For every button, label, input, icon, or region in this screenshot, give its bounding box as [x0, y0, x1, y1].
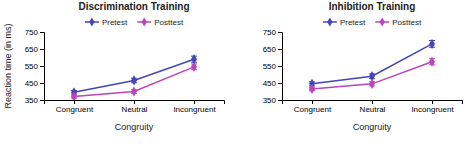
legend-label: Posttest	[154, 18, 184, 27]
legend-marker	[89, 17, 94, 26]
tick-mark	[312, 100, 313, 104]
title: Discrimination Training	[78, 1, 189, 12]
tick-label: 750	[25, 28, 39, 37]
tick-label: Neutral	[122, 105, 148, 114]
y-axis-title: Reaction time (in ms)	[3, 23, 13, 108]
tick-label: 350	[263, 96, 277, 105]
tick-label: 650	[25, 45, 39, 54]
plot-area	[71, 54, 197, 100]
axis-line	[40, 33, 45, 101]
title: Inhibition Training	[329, 1, 416, 12]
line	[74, 67, 194, 97]
point	[429, 57, 435, 67]
tick-mark	[40, 49, 44, 50]
series	[71, 62, 197, 100]
point	[131, 86, 137, 96]
tick-mark	[278, 100, 282, 101]
tick-mark	[278, 66, 282, 67]
legend-item: Posttest	[375, 17, 422, 26]
tick: Neutral	[360, 100, 386, 114]
y-axis: 350 450 550 650 750	[263, 28, 283, 105]
tick: Incongruent	[411, 100, 454, 114]
tick-mark	[40, 32, 44, 33]
tick: 550	[25, 62, 44, 71]
x-axis: Congruent Neutral Incongruent	[45, 100, 225, 114]
legend-label: Pretest	[102, 18, 128, 27]
point	[369, 79, 375, 89]
tick-mark	[40, 83, 44, 84]
x-axis-title: Congruity	[353, 122, 392, 132]
legend-item: Pretest	[323, 17, 366, 26]
point	[131, 75, 137, 85]
tick-label: 550	[263, 62, 277, 71]
legend-marker	[327, 17, 332, 26]
tick-mark	[432, 100, 433, 104]
x-axis-title: Congruity	[115, 122, 154, 132]
point	[309, 84, 315, 94]
tick: Incongruent	[173, 100, 216, 114]
point	[71, 92, 77, 100]
tick-mark	[278, 32, 282, 33]
series	[309, 57, 435, 94]
tick-label: 650	[263, 45, 277, 54]
line	[312, 44, 432, 84]
point	[191, 62, 197, 72]
legend-marker	[380, 17, 385, 26]
axis-line	[283, 101, 463, 105]
legend: Pretest Posttest	[85, 17, 184, 26]
tick: 450	[263, 79, 282, 88]
tick-mark	[134, 100, 135, 104]
legend-label: Pretest	[340, 18, 366, 27]
legend-marker	[142, 17, 147, 26]
tick: Congruent	[294, 100, 332, 114]
tick: 350	[25, 96, 44, 105]
chart-root: 350 450 550 650 750 Congruent Neutral Incongrue…	[0, 0, 474, 146]
axis-line	[278, 33, 283, 101]
point	[429, 39, 435, 49]
tick-label: 550	[25, 62, 39, 71]
tick: 650	[25, 45, 44, 54]
tick-label: Neutral	[360, 105, 386, 114]
tick-mark	[40, 66, 44, 67]
tick: 750	[263, 28, 282, 37]
line	[312, 62, 432, 89]
panel: 350 450 550 650 750 Congruent Neutral Incongrue…	[263, 1, 463, 132]
tick: 650	[263, 45, 282, 54]
tick-label: 350	[25, 96, 39, 105]
tick-mark	[40, 100, 44, 101]
tick: 450	[25, 79, 44, 88]
tick-mark	[194, 100, 195, 104]
legend: Pretest Posttest	[323, 17, 422, 26]
tick: 750	[25, 28, 44, 37]
tick-label: Congruent	[294, 105, 332, 114]
tick: 350	[263, 96, 282, 105]
tick: Neutral	[122, 100, 148, 114]
tick: Congruent	[56, 100, 94, 114]
tick-label: Incongruent	[411, 105, 454, 114]
tick-mark	[74, 100, 75, 104]
y-axis: 350 450 550 650 750	[25, 28, 45, 105]
plot-area	[309, 39, 435, 94]
tick: 550	[263, 62, 282, 71]
tick-mark	[278, 83, 282, 84]
legend-label: Posttest	[392, 18, 422, 27]
panel: 350 450 550 650 750 Congruent Neutral Incongrue…	[3, 1, 225, 132]
tick-label: 450	[25, 79, 39, 88]
axis-line	[45, 101, 225, 105]
tick-label: Incongruent	[173, 105, 216, 114]
legend-item: Posttest	[137, 17, 184, 26]
tick-label: 450	[263, 79, 277, 88]
tick-mark	[278, 49, 282, 50]
legend-item: Pretest	[85, 17, 128, 26]
tick-mark	[372, 100, 373, 104]
tick-label: 750	[263, 28, 277, 37]
series	[309, 39, 435, 89]
series	[71, 54, 197, 97]
tick-label: Congruent	[56, 105, 94, 114]
x-axis: Congruent Neutral Incongruent	[283, 100, 463, 114]
